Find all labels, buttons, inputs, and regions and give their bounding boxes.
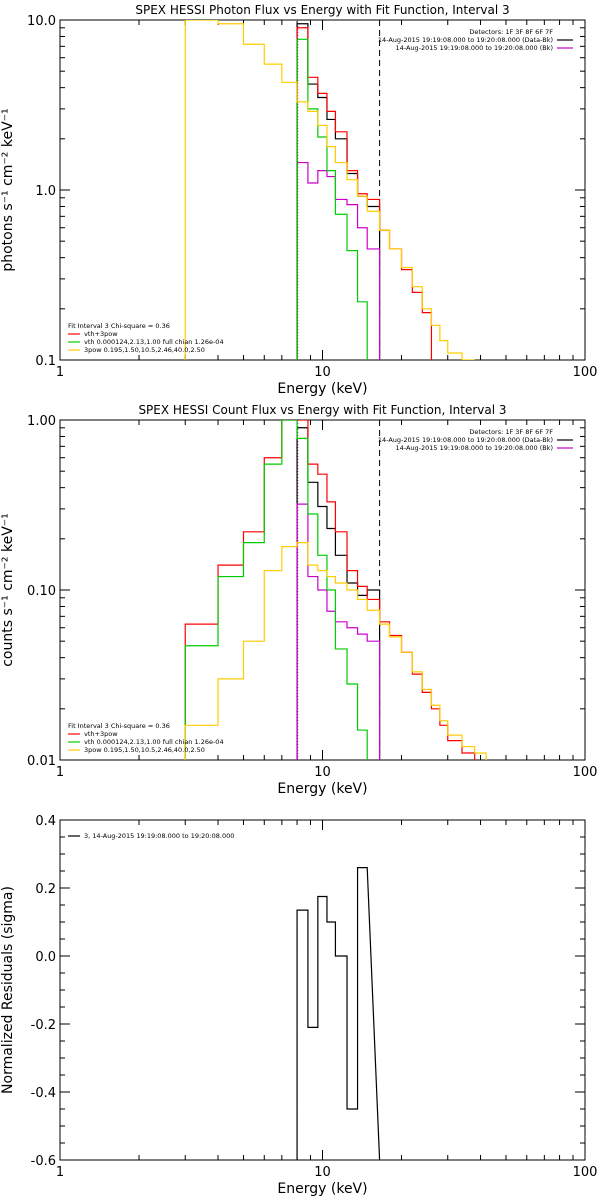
- chart-panel-3: 1 10 100 -0.6 -0.4 -0.2 0.0 0.2 0.4 Energy (keV) N…: [0, 814, 597, 1197]
- legend-entry: vth 0.000124,2.13,1.00 full chian 1.26e-…: [84, 738, 224, 746]
- legend-entry: vth 0.000124,2.13,1.00 full chian 1.26e-…: [84, 338, 224, 346]
- plot-area: [184, 420, 487, 760]
- series-line-5: [184, 20, 475, 360]
- y-axis-label: Normalized Residuals (sigma): [0, 886, 16, 1094]
- series-line-4: [184, 420, 368, 760]
- info-line: 14-Aug-2015 19:19:08.000 to 19:20:08.000…: [378, 36, 553, 44]
- chart-title: SPEX HESSI Count Flux vs Energy with Fit…: [138, 403, 506, 417]
- legend-entry: 3pow 0.195,1.50,10.5,2.46,40.0,2.50: [84, 746, 205, 754]
- x-tick-label: 10: [314, 765, 331, 780]
- x-tick-label: 10: [314, 1165, 331, 1180]
- y-tick-label: 0.01: [27, 754, 56, 769]
- series-line-4: [296, 38, 368, 360]
- legend-entry: 3pow 0.195,1.50,10.5,2.46,40.0,2.50: [84, 346, 205, 354]
- y-tick-label: 10.0: [27, 14, 56, 29]
- info-line: Detectors: 1F 3F 8F 6F 7F: [469, 428, 553, 436]
- series-line-5: [184, 542, 487, 760]
- series-line-2: [296, 27, 433, 360]
- x-tick-label: 10: [314, 365, 331, 380]
- y-tick-label: 0.10: [27, 584, 56, 599]
- x-axis-label: Energy (keV): [277, 1181, 367, 1197]
- chart-title: SPEX HESSI Photon Flux vs Energy with Fi…: [135, 3, 509, 17]
- info-line: 14-Aug-2015 19:19:08.000 to 19:20:08.000…: [396, 444, 553, 452]
- x-tick-label: 1: [56, 365, 64, 380]
- info-line: 14-Aug-2015 19:19:08.000 to 19:20:08.000…: [378, 436, 553, 444]
- x-tick-label: 1: [56, 765, 64, 780]
- plot-area: [296, 867, 381, 1160]
- y-axis-label: photons s⁻¹ cm⁻² keV⁻¹: [0, 108, 16, 271]
- legend-entry: vth+3pow: [84, 330, 118, 338]
- x-tick-label: 1: [56, 1165, 64, 1180]
- legend-entry: Fit Interval 3 Chi-square = 0.36: [68, 722, 170, 730]
- legend-entry: vth+3pow: [84, 730, 118, 738]
- chart-panel-1: 1 10 100 0.1 1.0 10.0 SPEX HESSI Photon Flux v…: [0, 3, 597, 397]
- legend-entry: 3, 14-Aug-2015 19:19:08.000 to 19:20:08.…: [84, 832, 234, 840]
- x-tick-label: 100: [573, 1165, 598, 1180]
- info-line: Detectors: 1F 3F 8F 6F 7F: [469, 28, 553, 36]
- x-axis-label: Energy (keV): [277, 381, 367, 397]
- y-tick-label: -0.4: [31, 1086, 56, 1101]
- chart-panel-2: 1 10 100 0.01 0.10 1.00 SPEX HESSI Count Flux …: [0, 403, 597, 797]
- y-tick-label: 0.4: [35, 814, 56, 829]
- y-axis-label: counts s⁻¹ cm⁻² keV⁻¹: [0, 513, 16, 667]
- x-tick-label: 100: [573, 765, 598, 780]
- plot-frame: [59, 819, 586, 1161]
- info-line: 14-Aug-2015 19:19:08.000 to 19:20:08.000…: [396, 44, 553, 52]
- series-line-1: [296, 867, 381, 1160]
- y-tick-label: 1.0: [35, 184, 56, 199]
- y-tick-label: 0.0: [35, 950, 56, 965]
- y-tick-label: -0.6: [31, 1154, 56, 1169]
- y-tick-label: 1.00: [27, 414, 56, 429]
- plot-area: [184, 20, 475, 360]
- x-axis-label: Energy (keV): [277, 781, 367, 797]
- y-tick-label: 0.2: [35, 882, 56, 897]
- series-line-3: [296, 503, 381, 760]
- series-line-2: [184, 420, 476, 760]
- plot-frame: [59, 19, 586, 361]
- legend-entry: Fit Interval 3 Chi-square = 0.36: [68, 322, 170, 330]
- x-tick-label: 100: [573, 365, 598, 380]
- y-tick-label: 0.1: [35, 354, 56, 369]
- y-tick-label: -0.2: [31, 1018, 56, 1033]
